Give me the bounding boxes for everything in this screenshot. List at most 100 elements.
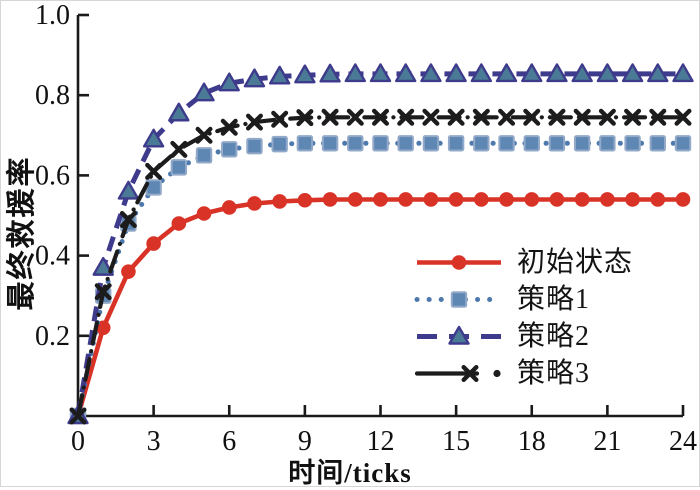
y-axis-label: 最终救援率 bbox=[6, 155, 38, 311]
square-marker bbox=[674, 135, 692, 152]
triangle-marker bbox=[218, 72, 240, 92]
x-tick-label: 18 bbox=[518, 426, 546, 457]
circle-marker bbox=[574, 192, 590, 207]
square-marker bbox=[624, 135, 641, 152]
x-marker bbox=[397, 108, 415, 126]
square-marker bbox=[195, 147, 213, 164]
y-tick-label: 0.2 bbox=[35, 321, 70, 352]
triangle-marker bbox=[596, 63, 619, 83]
triangle-marker bbox=[420, 63, 442, 83]
square-marker bbox=[422, 135, 440, 152]
triangle-marker bbox=[319, 63, 341, 83]
circle-marker bbox=[499, 192, 514, 207]
legend-sample bbox=[414, 291, 504, 308]
square-marker bbox=[347, 135, 364, 152]
circle-marker bbox=[474, 192, 489, 207]
x-marker bbox=[94, 283, 112, 301]
square-marker bbox=[523, 135, 540, 152]
square-marker bbox=[246, 137, 263, 155]
circle-marker bbox=[347, 192, 363, 207]
x-marker bbox=[170, 140, 188, 158]
x-marker bbox=[447, 108, 465, 126]
triangle-marker bbox=[495, 63, 518, 83]
x-marker bbox=[624, 108, 642, 126]
square-marker bbox=[498, 135, 515, 152]
circle-marker bbox=[247, 196, 262, 211]
x-marker bbox=[271, 110, 289, 128]
x-tick-label: 15 bbox=[442, 426, 470, 457]
x-marker bbox=[598, 108, 616, 126]
series-3 bbox=[69, 108, 692, 425]
square-marker bbox=[573, 135, 591, 152]
x-tick-label: 12 bbox=[366, 426, 394, 457]
y-tick-label: 0.6 bbox=[35, 160, 70, 191]
triangle-marker bbox=[369, 63, 392, 83]
circle-marker bbox=[448, 192, 464, 207]
circle-marker bbox=[675, 192, 691, 207]
circle-marker bbox=[625, 192, 640, 207]
series-1 bbox=[69, 135, 692, 425]
x-tick-label: 21 bbox=[593, 426, 621, 457]
x-marker bbox=[498, 108, 516, 126]
circle-marker bbox=[549, 192, 565, 207]
triangle-marker bbox=[344, 63, 366, 83]
x-marker bbox=[548, 108, 566, 126]
x-marker bbox=[119, 211, 137, 229]
triangle-marker bbox=[92, 256, 114, 276]
circle-marker bbox=[524, 192, 540, 207]
circle-marker bbox=[650, 192, 666, 207]
circle-marker bbox=[322, 192, 338, 207]
circle-marker bbox=[121, 264, 136, 279]
dot-marker bbox=[493, 369, 501, 378]
x-marker bbox=[573, 108, 591, 126]
legend-sample bbox=[417, 325, 501, 345]
legend: 初始状态 策略1 策略2 策略3 bbox=[413, 244, 633, 392]
circle-marker bbox=[221, 200, 237, 215]
circle-marker bbox=[373, 192, 388, 207]
x-marker bbox=[69, 407, 87, 425]
circle-marker bbox=[423, 192, 439, 207]
legend-item-1: 策略1 bbox=[413, 281, 633, 318]
x-marker bbox=[321, 108, 339, 126]
triangle-marker bbox=[243, 68, 266, 88]
triangle-marker bbox=[621, 63, 644, 83]
x-marker bbox=[674, 108, 692, 126]
legend-label: 策略1 bbox=[517, 284, 591, 315]
legend-sample bbox=[414, 365, 501, 382]
x-tick-label: 6 bbox=[222, 426, 236, 457]
x-marker bbox=[461, 365, 479, 382]
legend-label: 策略2 bbox=[517, 321, 591, 352]
x-tick-label: 24 bbox=[669, 426, 697, 457]
triangle-marker bbox=[571, 63, 593, 83]
triangle-marker bbox=[546, 63, 568, 83]
triangle-marker bbox=[117, 180, 140, 200]
x-marker bbox=[422, 108, 440, 126]
x-marker bbox=[145, 162, 163, 180]
x-marker bbox=[472, 108, 490, 126]
legend-item-3: 策略3 bbox=[413, 355, 633, 392]
square-marker bbox=[170, 159, 188, 176]
legend-item-2: 策略2 bbox=[413, 318, 633, 355]
x-marker bbox=[649, 108, 667, 126]
square-marker bbox=[372, 135, 389, 152]
y-tick-label: 0.4 bbox=[35, 241, 70, 272]
circle-marker bbox=[272, 194, 287, 209]
circle-marker bbox=[146, 236, 161, 251]
y-tick-label: 0.8 bbox=[35, 80, 70, 111]
circle-marker bbox=[95, 320, 111, 336]
square-marker bbox=[321, 135, 339, 152]
tick-labels: 0.2 0.4 0.6 0.8 1.0 0 3 6 9 12 15 18 21 24 bbox=[35, 0, 697, 457]
circle-marker bbox=[600, 192, 615, 207]
square-marker bbox=[649, 135, 666, 152]
legend-label: 策略3 bbox=[517, 358, 591, 389]
square-marker bbox=[548, 135, 566, 152]
x-marker bbox=[296, 109, 314, 127]
x-marker bbox=[523, 108, 541, 126]
x-marker bbox=[220, 118, 238, 136]
circle-marker bbox=[451, 255, 467, 270]
y-tick-label: 1.0 bbox=[35, 0, 70, 31]
triangle-marker bbox=[448, 325, 470, 345]
square-marker bbox=[397, 135, 414, 152]
triangle-marker bbox=[647, 63, 669, 83]
